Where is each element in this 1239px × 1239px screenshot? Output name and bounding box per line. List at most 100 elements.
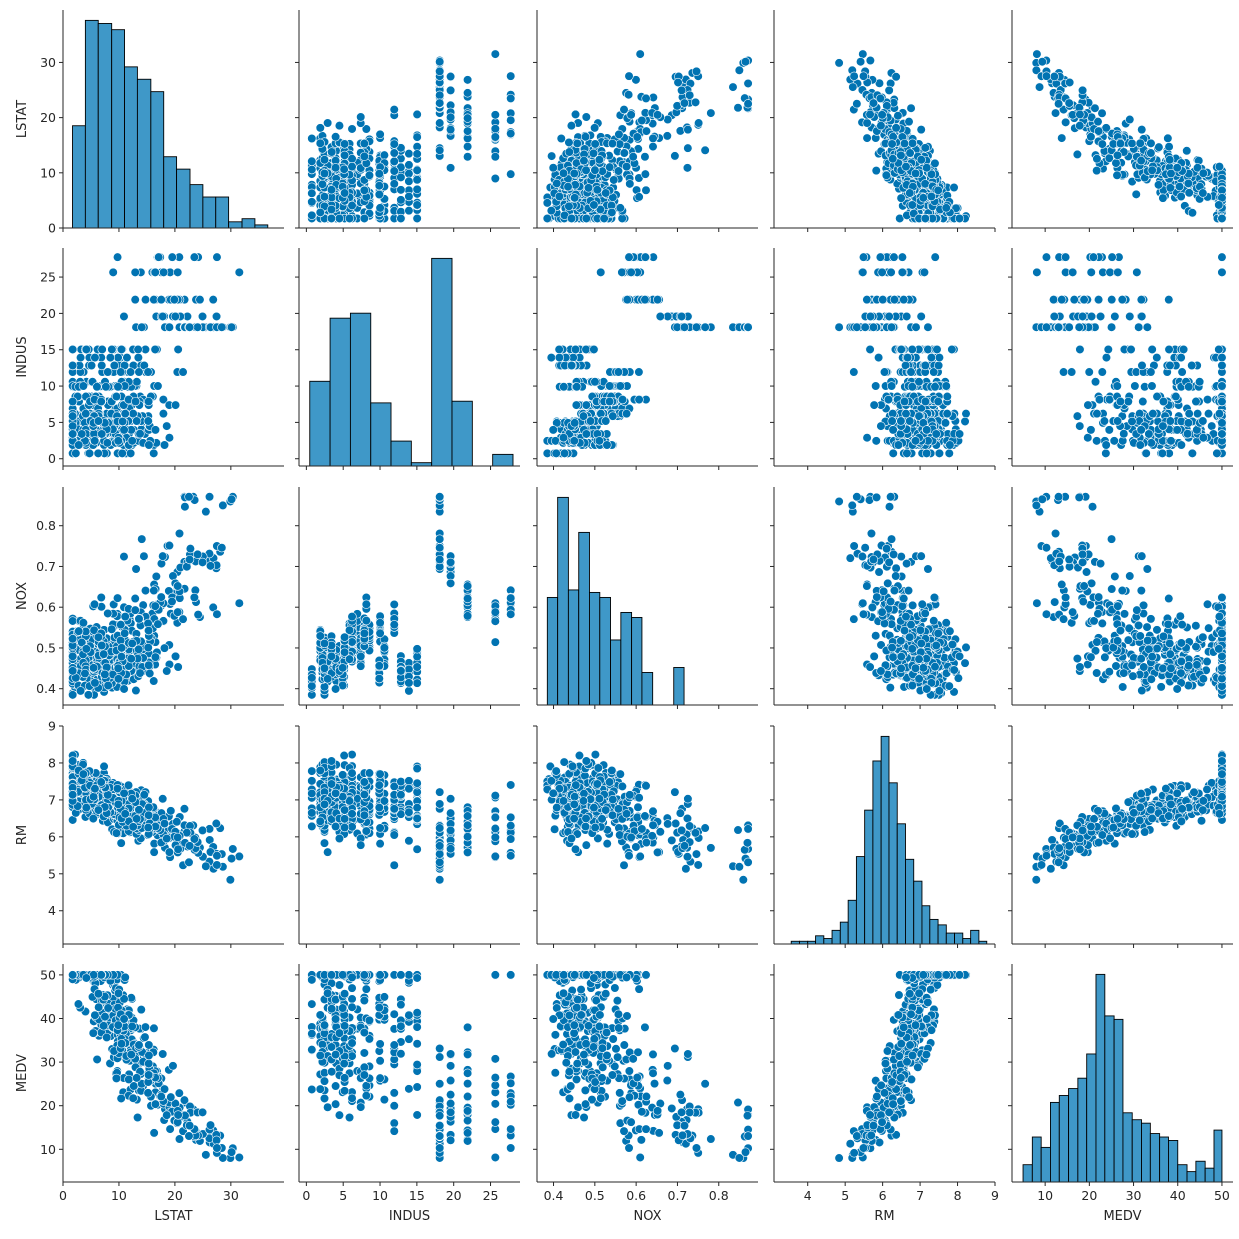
scatter-point	[205, 561, 216, 571]
scatter-point	[347, 124, 357, 134]
scatter-point	[435, 90, 445, 100]
scatter-point	[1077, 311, 1088, 322]
scatter-point	[670, 151, 680, 161]
scatter-point	[628, 152, 638, 162]
histogram-bar	[228, 221, 243, 229]
scatter-point	[150, 652, 161, 662]
histogram-bar	[215, 196, 230, 229]
scatter-point	[81, 409, 91, 419]
scatter-point	[547, 151, 557, 161]
scatter-point	[339, 150, 350, 160]
scatter-point	[374, 189, 384, 200]
scatter-point	[1178, 344, 1189, 355]
scatter-point	[149, 448, 159, 458]
scatter-point	[185, 554, 195, 565]
scatter-point	[944, 448, 954, 458]
scatter-point	[1172, 425, 1182, 435]
scatter-point	[435, 66, 445, 76]
scatter-point	[92, 382, 102, 392]
scatter-point	[1214, 162, 1225, 172]
scatter-point	[319, 168, 330, 179]
scatter-point	[607, 207, 617, 218]
scatter-point	[596, 267, 606, 277]
scatter-point	[435, 57, 445, 67]
y-tick-label: 0.8	[36, 518, 56, 533]
y-tick-label: 15	[40, 342, 56, 357]
scatter-point	[933, 185, 943, 195]
scatter-point	[589, 344, 599, 355]
scatter-point	[613, 166, 624, 176]
scatter-point	[103, 608, 113, 619]
scatter-point	[910, 436, 921, 446]
scatter-point	[506, 71, 516, 81]
scatter-point	[68, 690, 78, 700]
scatter-point	[102, 438, 112, 448]
scatter-point	[1054, 99, 1064, 109]
scatter-point	[878, 295, 888, 305]
scatter-point	[126, 448, 136, 458]
scatter-point	[1092, 166, 1102, 176]
scatter-point	[564, 147, 574, 157]
scatter-point	[556, 133, 566, 144]
scatter-point	[1101, 440, 1111, 450]
scatter-point	[902, 352, 913, 363]
pairplot-panels: 0102030LSTAT0510152025INDUS0.40.50.60.70…	[15, 10, 1233, 1224]
scatter-point	[947, 344, 957, 355]
scatter-point	[96, 592, 106, 603]
scatter-point	[140, 295, 151, 305]
scatter-point	[1097, 367, 1107, 377]
scatter-point	[150, 344, 160, 355]
scatter-point	[1127, 138, 1137, 149]
scatter-point	[888, 425, 898, 435]
scatter-point	[572, 382, 582, 392]
scatter-point	[1217, 360, 1227, 371]
y-tick-label: 0	[48, 451, 56, 466]
histogram-bar	[124, 66, 138, 229]
scatter-point	[134, 614, 144, 624]
scatter-point	[1101, 352, 1112, 363]
scatter-point	[361, 124, 371, 134]
scatter-point	[694, 118, 704, 128]
scatter-point	[96, 396, 106, 407]
scatter-point	[1112, 150, 1123, 160]
scatter-point	[589, 200, 599, 210]
scatter-point	[506, 93, 516, 104]
scatter-point	[226, 322, 237, 332]
scatter-point	[334, 213, 345, 224]
scatter-point	[347, 162, 357, 172]
scatter-point	[1092, 436, 1102, 446]
scatter-point	[135, 668, 145, 678]
scatter-point	[234, 598, 244, 608]
scatter-point	[173, 607, 183, 617]
histogram-bar	[189, 184, 204, 229]
scatter-point	[131, 564, 141, 574]
scatter-point	[1164, 295, 1174, 305]
scatter-point	[1032, 49, 1042, 59]
scatter-point	[906, 103, 916, 113]
scatter-point	[635, 49, 645, 59]
scatter-point	[1137, 125, 1147, 135]
scatter-point	[149, 676, 159, 686]
scatter-point	[97, 429, 107, 439]
scatter-point	[879, 367, 890, 377]
scatter-point	[559, 448, 570, 458]
scatter-point	[1125, 114, 1135, 125]
scatter-point	[178, 367, 188, 377]
scatter-point	[1141, 448, 1151, 458]
scatter-point	[317, 179, 328, 189]
scatter-point	[307, 188, 317, 198]
scatter-point	[743, 78, 753, 89]
scatter-point	[189, 592, 199, 603]
scatter-point	[1067, 367, 1077, 377]
scatter-point	[463, 152, 473, 162]
scatter-point	[389, 599, 399, 610]
scatter-point	[743, 322, 753, 332]
scatter-point	[934, 448, 945, 458]
scatter-point	[375, 129, 385, 139]
scatter-point	[624, 252, 634, 262]
scatter-point	[144, 660, 154, 670]
scatter-point	[143, 643, 153, 653]
histogram-bar	[163, 156, 178, 229]
scatter-point	[446, 112, 456, 122]
scatter-point	[1214, 409, 1225, 419]
